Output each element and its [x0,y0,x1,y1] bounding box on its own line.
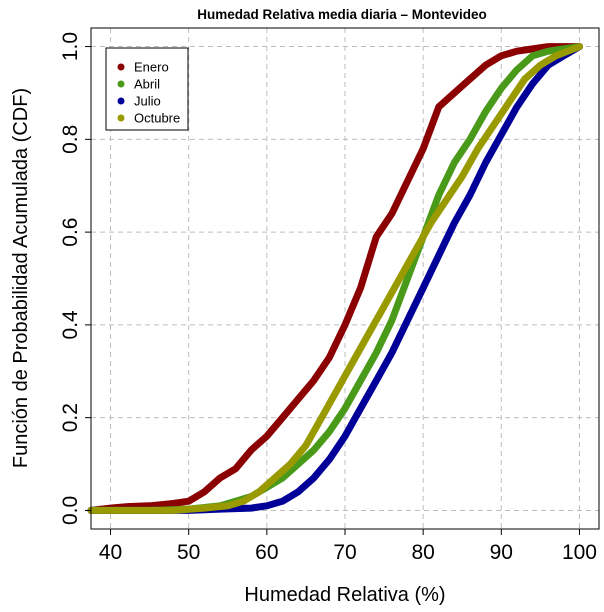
x-tick-label: 50 [177,541,200,564]
y-tick-label: 0.0 [59,496,82,525]
legend-marker-julio [117,97,125,105]
legend-label-enero: Enero [134,60,169,75]
y-tick-label: 0.4 [59,310,82,340]
y-tick-label: 0.8 [59,125,82,154]
x-tick-label: 40 [99,541,122,564]
x-tick-label: 60 [255,541,278,564]
y-tick-label: 0.6 [59,218,82,247]
legend-label-abril: Abril [134,77,160,92]
legend-label-octubre: Octubre [134,111,180,126]
legend-marker-enero [117,63,125,71]
series-lines [87,43,583,514]
series-line-julio [87,43,583,514]
y-tick-label: 0.2 [59,403,82,432]
x-axis-label: Humedad Relativa (%) [244,584,445,606]
y-axis-label: Función de Probabilidad Acumulada (CDF) [10,88,32,468]
legend-marker-octubre [117,114,125,122]
x-axis-ticks: 40 50 60 70 80 90 100 [99,529,597,564]
x-tick-label: 90 [490,541,513,564]
legend-label-julio: Julio [134,94,161,109]
grid-lines [91,28,599,529]
x-tick-label: 70 [333,541,356,564]
series-line-octubre [87,43,583,514]
chart-title: Humedad Relativa media diaria – Montevid… [197,7,487,22]
legend-items: Enero Abril Julio Octubre [117,60,180,126]
y-tick-label: 1.0 [59,32,82,61]
series-line-enero [87,43,583,514]
y-axis-ticks: 0.0 0.2 0.4 0.6 0.8 1.0 [59,32,91,525]
x-tick-label: 100 [562,541,597,564]
legend: Enero Abril Julio Octubre [105,47,189,131]
x-tick-label: 80 [411,541,434,564]
legend-marker-abril [117,80,125,88]
